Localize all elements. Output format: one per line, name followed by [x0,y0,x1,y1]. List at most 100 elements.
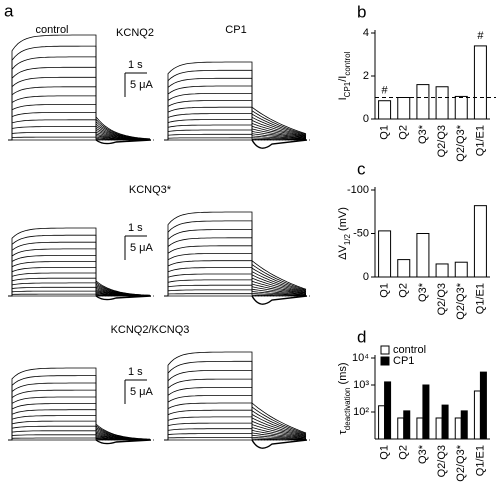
legend-label: control [393,344,426,356]
y-label-part: CP1 [343,81,352,97]
x-tick-label: Q2/Q3 [436,445,448,477]
current-trace [8,227,151,297]
x-tick-label: Q2 [398,445,410,460]
row-title: KCNQ2 [116,27,154,39]
legend-swatch [380,356,390,366]
tail-trace [251,139,308,149]
scale-time: 1 s [128,59,143,71]
current-trace [164,211,307,297]
tail-trace [251,295,308,305]
current-trace [164,77,307,141]
bar [397,417,405,440]
x-tick-label: Q2/Q3* [455,282,467,319]
y-label-part: deactivation [343,387,352,430]
bar [416,233,430,278]
current-trace [164,279,307,297]
current-trace [164,387,307,441]
y-label-part: control [343,51,352,75]
y-tick-label: -100 [347,184,369,196]
x-tick-label: Q3* [417,124,429,144]
x-tick-label: Q1/E1 [474,125,486,156]
bar [454,261,468,278]
bar [416,84,430,120]
x-tick-label: Q2 [398,125,410,140]
bar [479,371,487,440]
current-trace [164,113,307,141]
x-tick-label: Q3* [417,444,429,464]
x-tick-label: Q1 [378,125,390,140]
y-label-part: ΔV [337,245,349,260]
current-trace [164,220,307,297]
y-tick-label: 0 [363,271,369,283]
y-label-part: 1/2 [343,233,352,245]
current-trace [164,293,306,297]
current-trace [164,260,307,297]
scale-time: 1 s [128,222,143,234]
current-trace [8,56,151,141]
current-trace [164,253,307,297]
current-trace [164,284,307,297]
bar [403,410,411,440]
tail-trace [95,139,152,145]
bar [454,95,468,120]
current-trace [164,129,307,141]
current-trace [164,351,307,441]
y-axis-label: τdeactivation (ms) [337,362,352,434]
bar [378,230,392,278]
current-trace [8,367,151,441]
x-tick-label: Q3* [417,282,429,302]
panel-label: c [357,159,366,178]
x-tick-label: Q1 [378,445,390,460]
current-trace [8,86,151,141]
y-label-part: τ [337,430,349,435]
x-tick-label: Q1/E1 [474,445,486,476]
current-trace [8,45,151,141]
current-trace [8,34,151,141]
x-tick-label: Q2/Q3* [455,124,467,161]
x-tick-label: Q2/Q3 [436,283,448,315]
current-trace [164,119,307,141]
tail-trace [251,439,308,449]
current-trace [164,422,307,441]
current-trace [164,378,307,441]
current-trace [164,93,307,141]
y-axis-label: ICP1/Icontrol [337,51,352,100]
legend-swatch [380,345,390,355]
bar [460,410,468,440]
legend-label: CP1 [393,355,414,367]
scale-current: 5 μA [130,386,154,398]
bar [397,97,411,120]
x-tick-label: Q2/Q3* [455,444,467,481]
bar [435,263,449,278]
current-trace [164,237,307,297]
bar [441,404,449,440]
x-tick-label: Q1 [378,283,390,298]
bar [397,259,411,278]
current-trace [164,229,307,297]
current-trace [164,61,307,141]
current-trace [164,106,307,141]
bar [454,417,462,440]
y-tick-label: 10³ [353,379,369,391]
column-title: CP1 [225,24,246,36]
row-title: KCNQ2/KCNQ3 [111,324,190,336]
x-tick-label: Q1/E1 [474,283,486,314]
current-trace [164,137,306,141]
bar [378,100,392,120]
scale-current: 5 μA [130,79,154,91]
current-trace [164,289,307,297]
y-tick-label: -50 [353,227,369,239]
y-tick-label: 2 [363,70,369,82]
tail-trace [95,295,152,301]
bar [473,205,487,278]
current-trace [164,273,307,297]
current-trace [164,416,307,441]
x-tick-label: Q2/Q3 [436,125,448,157]
scale-time: 1 s [128,366,143,378]
current-trace [164,69,307,141]
current-trace [164,100,307,141]
current-trace [164,360,307,441]
current-trace [164,428,307,441]
y-tick-label: 4 [363,27,369,39]
